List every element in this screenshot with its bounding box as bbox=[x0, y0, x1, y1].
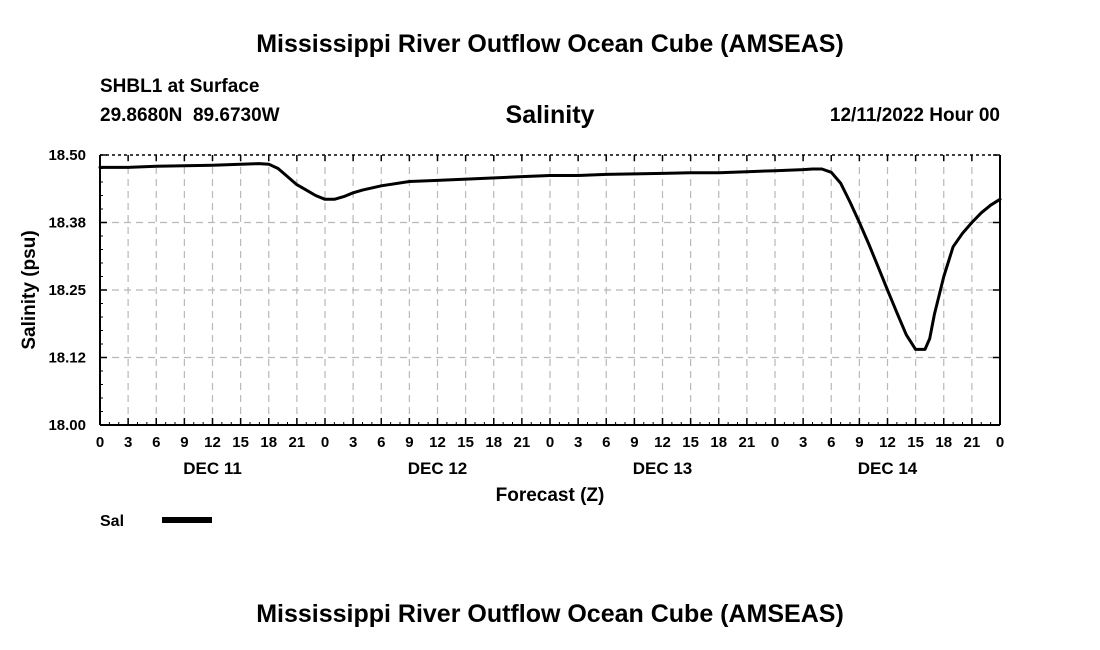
y-tick-label: 18.12 bbox=[48, 350, 86, 367]
x-tick-label: 9 bbox=[630, 434, 638, 451]
x-axis-title: Forecast (Z) bbox=[496, 485, 605, 506]
x-tick-label: 0 bbox=[771, 434, 779, 451]
station-label: SHBL1 at Surface bbox=[100, 76, 260, 97]
day-label: DEC 13 bbox=[633, 459, 693, 478]
x-tick-label: 12 bbox=[654, 434, 671, 451]
axes: 0 3 6 9 12 15 18 21 0 3 6 9 12 15 18 21 0 3 6 9 12 15 18 21 0 3 6 9… bbox=[19, 147, 1004, 506]
x-tick-label: 6 bbox=[152, 434, 160, 451]
x-tick-label: 3 bbox=[124, 434, 132, 451]
x-tick-label: 3 bbox=[349, 434, 357, 451]
page-title: Mississippi River Outflow Ocean Cube (AM… bbox=[256, 30, 844, 58]
y-tick-label: 18.38 bbox=[48, 215, 86, 232]
y-tick-label: 18.00 bbox=[48, 417, 86, 434]
x-tick-label: 21 bbox=[964, 434, 981, 451]
day-label: DEC 11 bbox=[183, 459, 242, 478]
x-tick-label: 12 bbox=[204, 434, 221, 451]
x-tick-label: 9 bbox=[855, 434, 863, 451]
y-axis-title: Salinity (psu) bbox=[19, 230, 40, 349]
x-tick-label: 3 bbox=[799, 434, 807, 451]
day-label: DEC 12 bbox=[408, 459, 468, 478]
x-tick-label: 21 bbox=[514, 434, 531, 451]
x-tick-label: 0 bbox=[996, 434, 1004, 451]
x-tick-label: 18 bbox=[935, 434, 952, 451]
x-tick-label: 3 bbox=[574, 434, 582, 451]
y-tick-label: 18.50 bbox=[48, 147, 86, 164]
x-tick-label: 18 bbox=[710, 434, 727, 451]
x-tick-label: 12 bbox=[879, 434, 896, 451]
x-tick-label: 15 bbox=[682, 434, 699, 451]
x-tick-label: 21 bbox=[739, 434, 756, 451]
y-tick-label: 18.25 bbox=[48, 282, 86, 299]
legend: Sal bbox=[100, 513, 212, 530]
datetime-label: 12/11/2022 Hour 00 bbox=[829, 105, 1000, 126]
x-tick-label: 0 bbox=[321, 434, 329, 451]
x-tick-label: 15 bbox=[232, 434, 249, 451]
series bbox=[98, 162, 1002, 351]
x-tick-label: 15 bbox=[907, 434, 924, 451]
footer-title: Mississippi River Outflow Ocean Cube (AM… bbox=[256, 600, 844, 628]
x-tick-label: 9 bbox=[180, 434, 188, 451]
legend-label: Sal bbox=[100, 513, 124, 530]
x-tick-label: 21 bbox=[289, 434, 306, 451]
day-label: DEC 14 bbox=[858, 459, 918, 478]
coordinates-label: 29.8680N 89.6730W bbox=[100, 105, 280, 126]
grid bbox=[100, 155, 1000, 425]
x-tick-label: 18 bbox=[260, 434, 277, 451]
x-tick-label: 6 bbox=[827, 434, 835, 451]
chart-title: Salinity bbox=[505, 101, 595, 129]
x-tick-label: 9 bbox=[405, 434, 413, 451]
x-tick-label: 0 bbox=[546, 434, 554, 451]
x-tick-label: 6 bbox=[377, 434, 385, 451]
x-tick-label: 18 bbox=[485, 434, 502, 451]
x-tick-label: 0 bbox=[96, 434, 104, 451]
x-tick-label: 15 bbox=[457, 434, 474, 451]
series-line-sal bbox=[98, 162, 1002, 351]
x-tick-label: 6 bbox=[602, 434, 610, 451]
x-tick-label: 12 bbox=[429, 434, 446, 451]
